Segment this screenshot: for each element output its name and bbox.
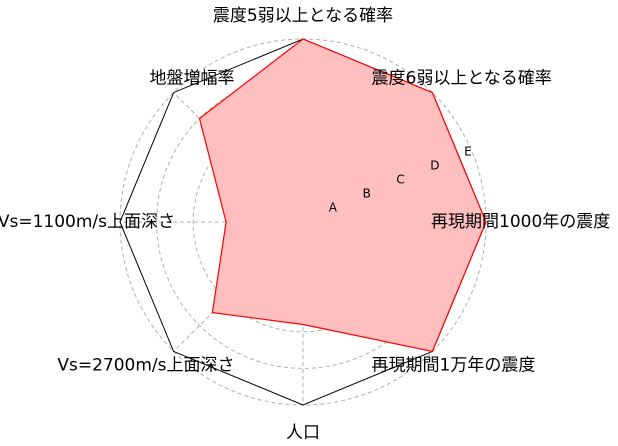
level-tick-labels: A B C D E (329, 145, 472, 215)
level-label-d: D (430, 159, 439, 173)
axis-label-8: 地盤増幅率 (150, 69, 235, 89)
level-label-a: A (329, 201, 338, 215)
axis-label-4: 再現期間1万年の震度 (372, 356, 536, 376)
axis-label-3: 再現期間1000年の震度 (431, 212, 610, 232)
axis-label-2: 震度6弱以上となる確率 (372, 69, 552, 89)
axis-labels: 震度5弱以上となる確率震度6弱以上となる確率再現期間1000年の震度再現期間1万… (0, 6, 610, 443)
level-label-c: C (396, 173, 404, 187)
axis-label-6: Vs=2700m/s上面深さ (57, 356, 234, 376)
axis-label-1: 震度5弱以上となる確率 (213, 6, 393, 26)
series-area (198, 38, 487, 353)
level-label-b: B (363, 187, 371, 201)
level-label-e: E (464, 145, 472, 159)
series-polygon-1 (198, 38, 487, 353)
axis-label-5: 人口 (286, 423, 320, 443)
axis-label-7: Vs=1100m/s上面深さ (0, 212, 175, 232)
